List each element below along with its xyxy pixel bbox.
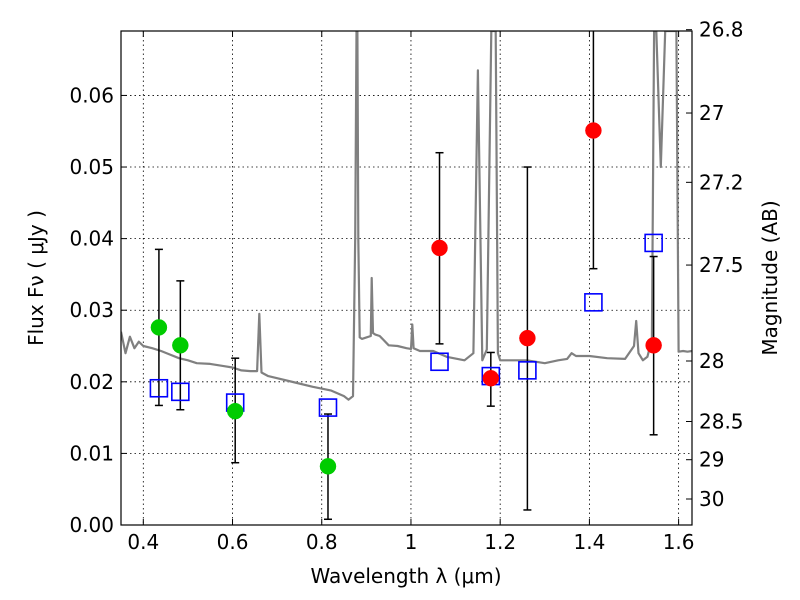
y2-tick-label: 30 <box>699 487 724 511</box>
model-band-square <box>518 361 537 380</box>
y-tick-label: 0.00 <box>69 513 114 537</box>
model-band-square <box>171 382 190 402</box>
observed-red-point <box>585 122 602 139</box>
y2-tick-label: 29 <box>699 448 724 472</box>
tick-layer: 0.4 0.6 0.8 1 1.2 1.4 1.6 0.00 0.01 0.02 0.03 0.04 0… <box>69 18 743 554</box>
spectrum-layer <box>121 31 692 401</box>
y-tick-label: 0.06 <box>69 83 114 107</box>
observed-red-point <box>519 329 536 347</box>
x-axis-title: Wavelength λ (μm) <box>310 564 501 588</box>
model-band-square <box>149 378 169 398</box>
observed-green-point <box>150 319 168 336</box>
y2-tick-label: 28.5 <box>699 410 744 434</box>
plot-frame <box>120 30 693 526</box>
y2-tick-label: 27 <box>699 101 724 125</box>
observed-green-point <box>319 458 337 475</box>
y-axis-title: Flux Fν ( μJy ) <box>24 210 48 346</box>
dot-marker-layer <box>150 122 662 475</box>
y2-tick-label: 28 <box>699 349 724 373</box>
y2-tick-label: 26.8 <box>699 18 744 42</box>
model-spectrum-line <box>121 31 692 401</box>
x-tick-label: 0.4 <box>127 530 159 554</box>
x-tick-label: 1 <box>405 530 418 554</box>
y-tick-label: 0.05 <box>69 155 114 179</box>
model-band-square <box>318 398 338 417</box>
observed-red-point <box>431 239 448 257</box>
model-band-square <box>430 352 449 372</box>
model-band-square <box>584 293 603 312</box>
observed-red-point <box>645 337 662 354</box>
x-tick-label: 1.6 <box>663 530 695 554</box>
y2-tick-label: 27.5 <box>699 253 744 277</box>
y2-axis-title: Magnitude (AB) <box>758 200 782 355</box>
x-tick-label: 0.6 <box>217 530 249 554</box>
y-tick-label: 0.02 <box>69 370 114 394</box>
x-tick-label: 1.4 <box>573 530 605 554</box>
square-marker-layer <box>149 233 663 417</box>
y-tick-label: 0.01 <box>69 441 114 465</box>
y2-tick-label: 27.2 <box>699 170 744 194</box>
errorbar-layer <box>154 31 658 521</box>
y-tick-label: 0.03 <box>69 298 114 322</box>
x-tick-label: 1.2 <box>484 530 516 554</box>
observed-green-point <box>172 337 189 354</box>
model-band-square <box>644 233 663 253</box>
x-tick-label: 0.8 <box>306 530 338 554</box>
observed-green-point <box>226 402 244 420</box>
grid-lines <box>121 31 692 525</box>
observed-red-point <box>482 369 500 387</box>
y-tick-label: 0.04 <box>69 227 114 251</box>
